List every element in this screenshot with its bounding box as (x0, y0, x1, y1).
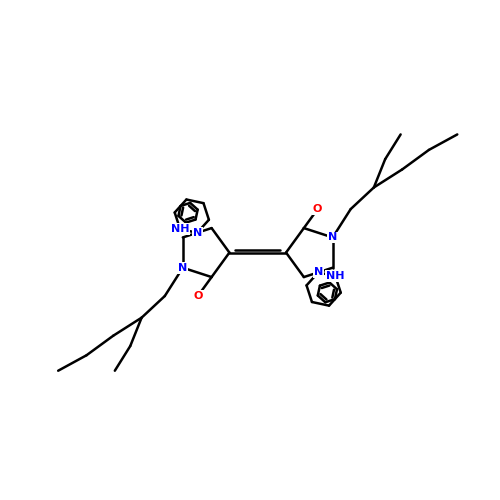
Text: NH: NH (326, 271, 344, 281)
Text: N: N (314, 268, 323, 278)
Text: N: N (328, 232, 338, 242)
Text: N: N (178, 262, 188, 272)
Text: NH: NH (171, 224, 190, 234)
Text: O: O (313, 204, 322, 214)
Text: N: N (192, 228, 202, 238)
Text: O: O (194, 291, 202, 301)
